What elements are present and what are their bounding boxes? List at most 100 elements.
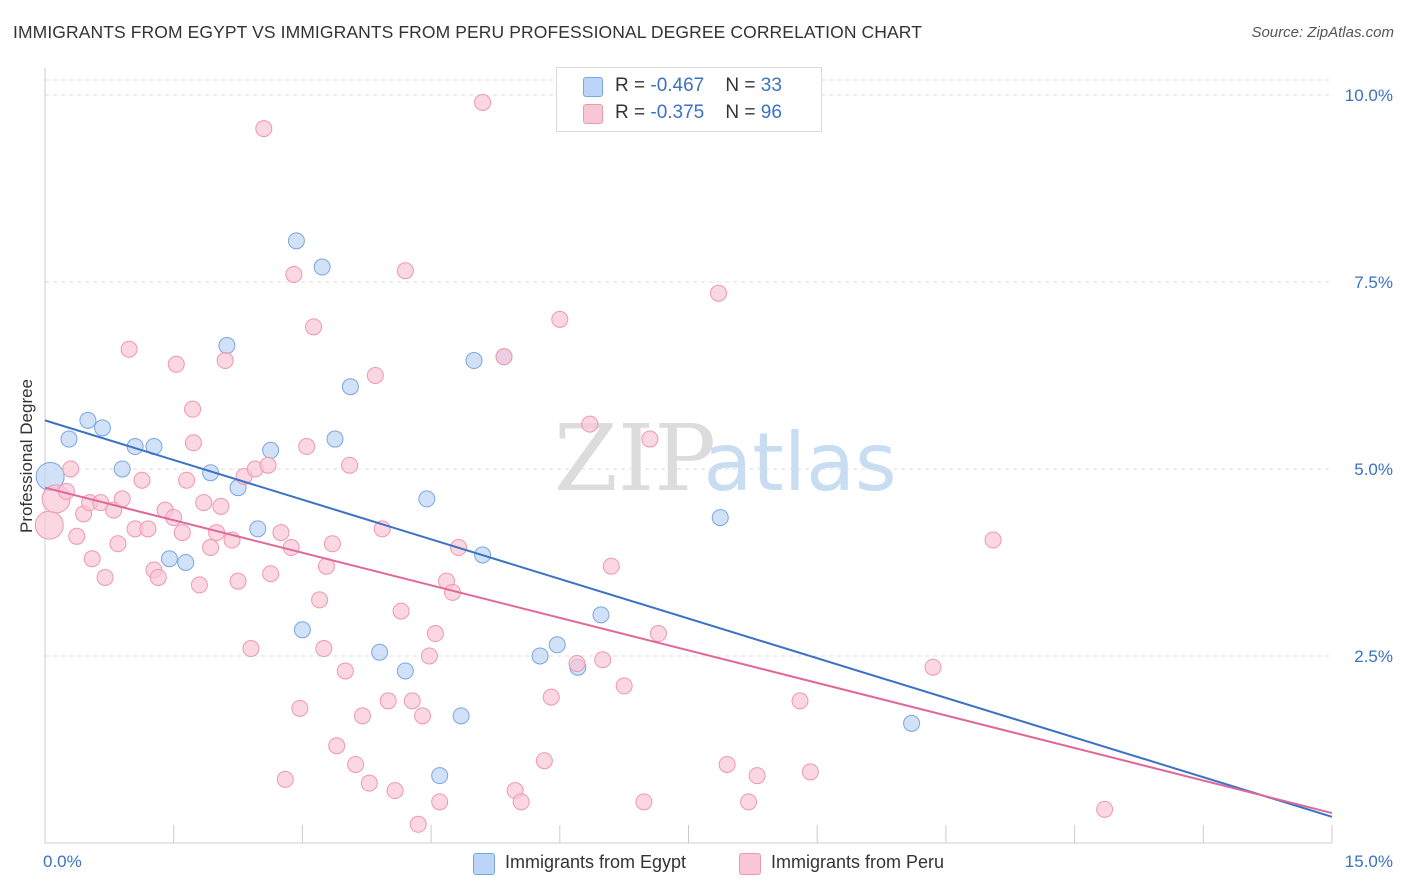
data-point (173, 524, 191, 542)
data-point (326, 430, 344, 448)
data-point (96, 568, 114, 586)
data-point (426, 625, 444, 643)
data-point (531, 647, 549, 665)
bottom-legend-swatch-egypt (473, 853, 495, 875)
data-point (615, 677, 633, 695)
data-point (255, 120, 273, 138)
data-point (347, 755, 365, 773)
data-point (109, 535, 127, 553)
data-point (120, 340, 138, 358)
data-point (592, 606, 610, 624)
data-point (392, 602, 410, 620)
data-point (93, 419, 111, 437)
data-point (418, 490, 436, 508)
data-point (924, 658, 942, 676)
data-point (202, 464, 220, 482)
data-point (328, 737, 346, 755)
data-point (202, 539, 220, 557)
watermark-atlas: atlas (703, 416, 896, 509)
y-tick-label: 10.0% (1345, 86, 1393, 105)
bottom-legend-label-egypt: Immigrants from Egypt (505, 852, 687, 872)
data-point (79, 411, 97, 429)
data-point (133, 471, 151, 489)
data-point (272, 524, 290, 542)
legend-n-label: N = (725, 75, 761, 96)
data-point (581, 415, 599, 433)
data-point (323, 535, 341, 553)
data-point (113, 460, 131, 478)
correlation-legend: R = -0.467 N = 33 R = -0.375 N = 96 (556, 67, 822, 132)
data-point (113, 490, 131, 508)
data-point (285, 265, 303, 283)
data-point (293, 621, 311, 639)
trend-line (44, 486, 1333, 815)
data-point (718, 755, 736, 773)
watermark-zip: ZIP (554, 405, 716, 512)
data-point (216, 352, 234, 370)
data-point (414, 707, 432, 725)
data-point (298, 438, 316, 456)
data-point (276, 770, 294, 788)
data-point (903, 714, 921, 732)
data-point (353, 707, 371, 725)
legend-r-value-egypt: -0.467 (650, 75, 705, 96)
data-point (212, 497, 230, 515)
data-point (178, 471, 196, 489)
data-point (160, 550, 178, 568)
data-point (165, 509, 183, 527)
data-point (801, 763, 819, 781)
y-tick-labels: 2.5% 5.0% 7.5% 10.0% (1345, 86, 1393, 666)
data-point (218, 337, 236, 355)
data-point (34, 510, 64, 540)
data-point (740, 793, 758, 811)
data-point (568, 654, 586, 672)
data-point (403, 692, 421, 710)
data-point (167, 355, 185, 373)
axes (44, 68, 1333, 844)
data-point (409, 815, 427, 833)
data-point (535, 752, 553, 770)
data-point (149, 568, 167, 586)
trend-line (44, 419, 1333, 818)
data-point (711, 509, 729, 527)
data-point (139, 520, 157, 538)
data-point (68, 527, 86, 545)
data-point (474, 93, 492, 111)
data-point (748, 767, 766, 785)
data-point (542, 688, 560, 706)
data-point (649, 625, 667, 643)
data-point (190, 576, 208, 594)
data-point (262, 565, 280, 583)
legend-r-label: R = (615, 75, 651, 96)
legend-n-value-egypt: 33 (760, 75, 782, 96)
legend-r-label: R = (615, 102, 651, 123)
data-point (249, 520, 267, 538)
data-point (431, 793, 449, 811)
data-point (195, 494, 213, 512)
bottom-legend-label-peru: Immigrants from Peru (771, 852, 945, 872)
data-point (641, 430, 659, 448)
legend-r-value-peru: -0.375 (650, 102, 705, 123)
data-point (177, 553, 195, 571)
data-point (341, 456, 359, 474)
data-point (259, 456, 277, 474)
data-point (379, 692, 397, 710)
y-tick-label: 2.5% (1354, 647, 1393, 666)
data-point (311, 591, 329, 609)
x-axis-min-label: 0.0% (43, 852, 82, 871)
data-point (396, 662, 414, 680)
grid (45, 79, 1332, 657)
data-point (62, 460, 80, 478)
data-point (184, 400, 202, 418)
data-point (984, 531, 1002, 549)
data-point (386, 782, 404, 800)
data-point (242, 640, 260, 658)
bottom-legend-swatch-peru (739, 853, 761, 875)
data-point (420, 647, 438, 665)
series-peru-points (34, 93, 1114, 833)
legend-n-value-peru: 96 (760, 102, 782, 123)
data-point (602, 557, 620, 575)
data-point (396, 262, 414, 280)
data-point (791, 692, 809, 710)
